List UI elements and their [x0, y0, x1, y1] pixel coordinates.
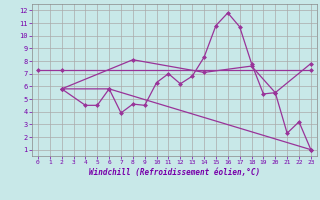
- X-axis label: Windchill (Refroidissement éolien,°C): Windchill (Refroidissement éolien,°C): [89, 168, 260, 177]
